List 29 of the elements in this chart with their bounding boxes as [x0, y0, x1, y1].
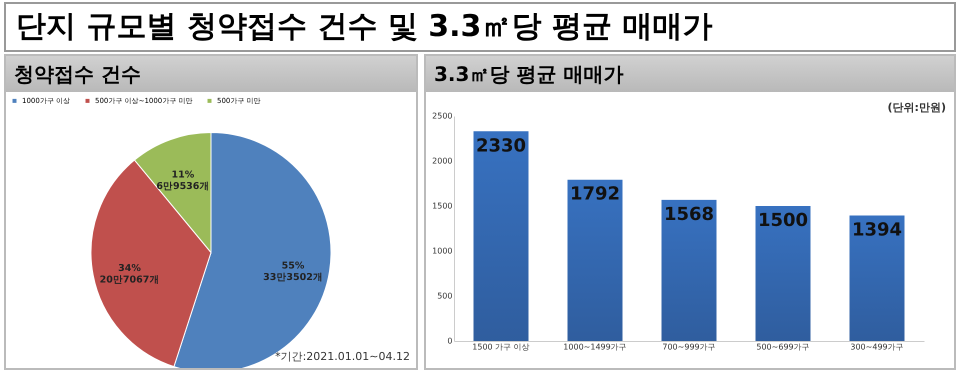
data-label: 11% 6만9536개 — [156, 169, 210, 192]
data-label: 1394 — [852, 220, 902, 241]
bar — [850, 216, 904, 341]
y-tick-label: 0 — [447, 336, 452, 346]
text: (단위:만원) — [888, 100, 946, 115]
x-tick-label: 500~699가구 — [756, 342, 810, 352]
data-label: 2330 — [476, 135, 526, 156]
text: *기간:2021.01.01~04.12 — [275, 349, 410, 364]
x-tick-label: 1500 가구 이상 — [472, 342, 530, 352]
chart-title: 3.3㎡당 평균 매매가 — [426, 56, 954, 92]
y-tick-label: 2500 — [432, 112, 452, 120]
bar — [568, 180, 622, 341]
y-tick-label: 2000 — [432, 156, 452, 166]
y-tick-label: 1500 — [432, 202, 452, 210]
chart-subtitle: 청약접수 건수 — [6, 56, 416, 92]
bar — [662, 200, 716, 341]
chart-title: 단지 규모별 청약접수 건수 및 3.3㎡당 평균 매매가 — [4, 2, 956, 52]
data-label: 55% 33만3502개 — [263, 260, 323, 283]
x-tick-label: 1000~1499가구 — [563, 342, 627, 352]
y-tick-label: 500 — [437, 292, 452, 300]
x-tick-label: 700~999가구 — [662, 342, 716, 352]
data-label: 1500 — [758, 210, 808, 231]
x-tick-label: 300~499가구 — [850, 342, 904, 352]
data-label: 1568 — [664, 204, 714, 225]
bar — [756, 206, 810, 341]
data-label: 34% 20만7067개 — [100, 263, 160, 286]
y-tick-label: 1000 — [432, 246, 452, 256]
bar — [474, 131, 528, 341]
data-label: 1792 — [570, 184, 620, 205]
